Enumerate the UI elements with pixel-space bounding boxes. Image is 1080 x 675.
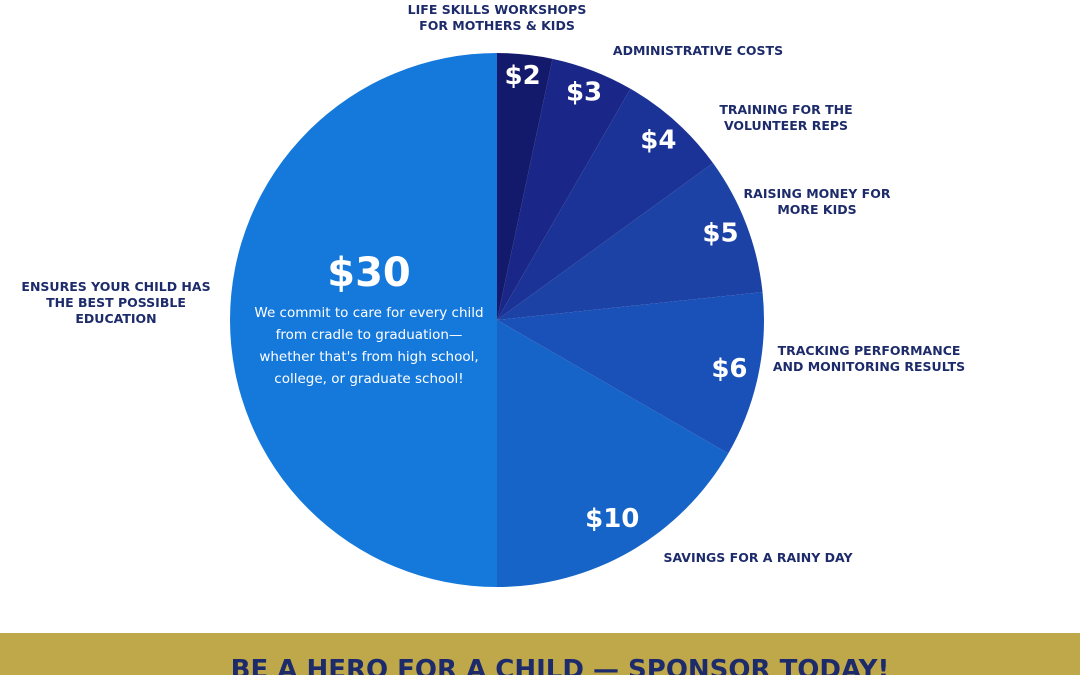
category-label: SAVINGS FOR A RAINY DAY <box>663 550 853 565</box>
banner-text: BE A HERO FOR A CHILD — SPONSOR TODAY! <box>231 655 890 675</box>
pie-slice <box>230 53 497 587</box>
value-label: $10 <box>585 504 639 534</box>
pie-slice <box>497 58 631 320</box>
value-label: $6 <box>711 354 747 384</box>
value-label: $30 <box>327 250 411 296</box>
pie-slice <box>497 53 553 320</box>
pie-slice <box>497 88 714 321</box>
category-label: RAISING MONEY FOR MORE KIDS <box>743 186 891 217</box>
pie-slice <box>497 320 729 587</box>
annotation: We commit to care for every child from c… <box>254 305 484 387</box>
value-label: $4 <box>640 125 676 155</box>
value-label: $3 <box>566 78 602 108</box>
category-label: LIFE SKILLS WORKSHOPS FOR MOTHERS & KIDS <box>407 2 587 33</box>
category-label: TRACKING PERFORMANCE AND MONITORING RESU… <box>772 343 966 374</box>
category-label: ADMINISTRATIVE COSTS <box>612 43 784 58</box>
value-label: $5 <box>702 219 738 249</box>
category-label: ENSURES YOUR CHILD HAS THE BEST POSSIBLE… <box>21 279 211 326</box>
pie-slice <box>497 292 764 454</box>
banner-bg <box>0 633 1080 675</box>
category-label: TRAINING FOR THE VOLUNTEER REPS <box>719 102 853 133</box>
pie-slice <box>497 163 763 320</box>
value-label: $2 <box>504 61 540 91</box>
